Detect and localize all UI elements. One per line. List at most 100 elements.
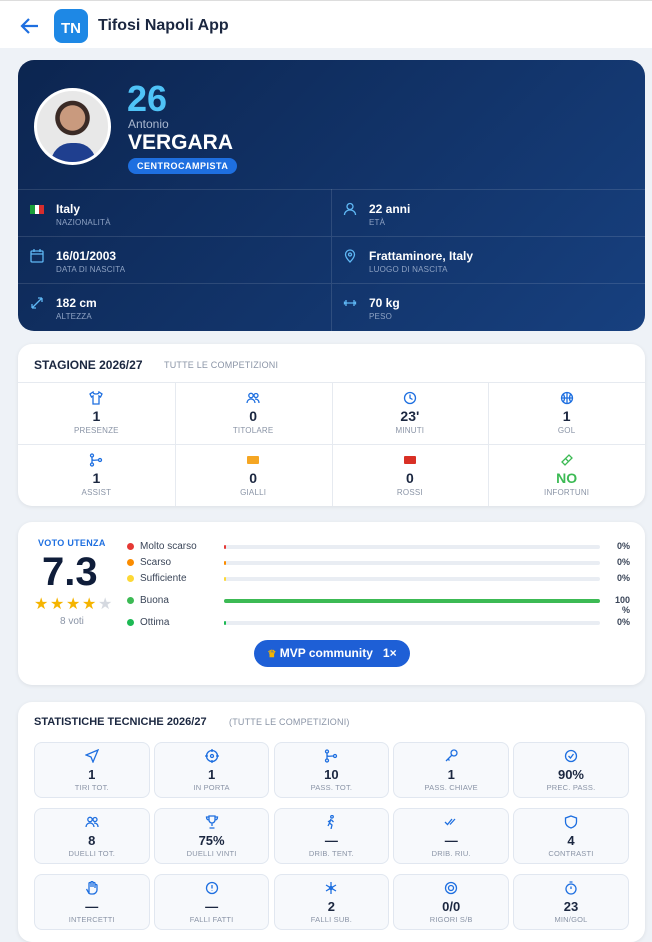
stat-value: 0/0	[442, 899, 461, 914]
bar-label: Scarso	[140, 557, 172, 568]
stat-label: IN PORTA	[193, 783, 230, 792]
stat-value: 4	[567, 833, 575, 848]
player-number: 26	[127, 78, 168, 119]
divider	[174, 444, 332, 445]
season-title: STAGIONE 2026/27	[34, 358, 143, 372]
top-bar: TN Tifosi Napoli App	[0, 0, 652, 48]
icon	[324, 815, 338, 829]
stat-value: 23'	[400, 408, 420, 424]
stat-tile	[393, 742, 509, 798]
star: ★	[34, 596, 49, 613]
mvp-button[interactable]: ♛ MVP community 1×	[254, 640, 410, 667]
divider	[174, 445, 176, 506]
stat-tile	[153, 808, 270, 864]
stat-label: TIRI TOT.	[74, 783, 109, 792]
bar-label: Ottima	[140, 617, 170, 628]
stat-label: PASS. CHIAVE	[424, 783, 478, 792]
stat-value: NO	[556, 470, 578, 486]
bar-label: Molto scarso	[140, 541, 197, 552]
bar-value: 0%	[616, 617, 630, 627]
star: ★	[98, 596, 113, 613]
back-button[interactable]	[20, 17, 40, 35]
divider	[18, 444, 175, 445]
divider	[488, 444, 645, 445]
info-value: 16/01/2003	[56, 249, 117, 263]
divider	[18, 283, 331, 284]
info-label: ALTEZZA	[56, 312, 92, 321]
stat-value: 1	[92, 470, 101, 486]
bar	[224, 545, 226, 549]
bar-track	[224, 561, 600, 565]
stat-value: 90%	[557, 767, 584, 782]
bar-label: Buona	[140, 595, 169, 606]
app-title: Tifosi Napoli App	[98, 17, 229, 34]
stat-tile	[34, 808, 150, 864]
player-card: 26 Antonio VERGARA CENTROCAMPISTA Italy N…	[18, 60, 645, 331]
stat-value: 0	[249, 408, 258, 424]
stat-value: 23	[563, 899, 579, 914]
rating-votes: 8 voti	[60, 616, 84, 627]
mvp-count: 1×	[382, 646, 397, 660]
player-role: CENTROCAMPISTA	[128, 158, 238, 174]
stat-value: 10	[324, 767, 339, 782]
icon	[403, 453, 417, 467]
rating-card: VOTO UTENZA 7.3 8 voti ♛ MVP community 1…	[18, 522, 645, 685]
icon	[444, 749, 458, 763]
bar-value: 0%	[616, 573, 630, 583]
icon	[343, 249, 357, 263]
stat-label: ASSIST	[81, 488, 112, 497]
stat-label: FALLI SUB.	[310, 915, 352, 924]
bar	[224, 599, 600, 603]
stat-label: PASS. TOT.	[310, 783, 353, 792]
stat-tile	[34, 742, 150, 798]
divider	[331, 445, 333, 506]
icon	[84, 749, 99, 763]
legend-dot	[127, 597, 134, 604]
rating-score: 7.3	[42, 550, 98, 594]
stat-label: PREC. PASS.	[546, 783, 596, 792]
stat-label: TITOLARE	[232, 426, 274, 435]
divider	[488, 445, 490, 506]
divider	[331, 383, 333, 444]
info-value: 70 kg	[369, 296, 400, 310]
icon	[403, 391, 417, 405]
bar	[224, 561, 226, 565]
info-value: 22 anni	[369, 202, 411, 216]
icon	[444, 815, 458, 829]
stat-value: 1	[447, 767, 455, 782]
player-first-name: Antonio	[128, 117, 169, 131]
tech-title: STATISTICHE TECNICHE 2026/27	[34, 716, 207, 728]
season-card: STAGIONE 2026/27 TUTTE LE COMPETIZIONI 1…	[18, 344, 645, 506]
bar-track	[224, 577, 600, 581]
stat-label: ROSSI	[396, 488, 423, 497]
bar-value: 100 %	[614, 595, 630, 615]
info-label: NAZIONALITÀ	[56, 218, 111, 227]
info-value: 182 cm	[56, 296, 97, 310]
player-last-name: VERGARA	[128, 131, 234, 154]
stat-value: —	[444, 833, 458, 848]
legend-dot	[127, 559, 134, 566]
player-photo	[34, 88, 111, 165]
icon	[85, 881, 99, 895]
stat-label: PRESENZE	[74, 426, 119, 435]
app-logo: TN	[54, 9, 88, 43]
icon	[560, 391, 574, 405]
info-value: Italy	[56, 202, 81, 216]
icon	[205, 881, 219, 895]
stat-label: DUELLI VINTI	[186, 849, 237, 858]
icon	[564, 881, 578, 895]
info-label: DATA DI NASCITA	[56, 265, 126, 274]
icon	[89, 453, 103, 467]
stat-label: GIALLI	[240, 488, 267, 497]
tech-subtitle: (TUTTE LE COMPETIZIONI)	[229, 717, 350, 727]
icon	[343, 202, 357, 216]
stat-tile	[513, 742, 629, 798]
season-subtitle: TUTTE LE COMPETIZIONI	[164, 360, 279, 370]
star: ★	[82, 596, 97, 613]
star: ★	[50, 596, 65, 613]
icon	[444, 881, 458, 895]
stat-tile	[513, 808, 629, 864]
stat-value: 2	[327, 899, 335, 914]
stat-label: GOL	[557, 426, 576, 435]
